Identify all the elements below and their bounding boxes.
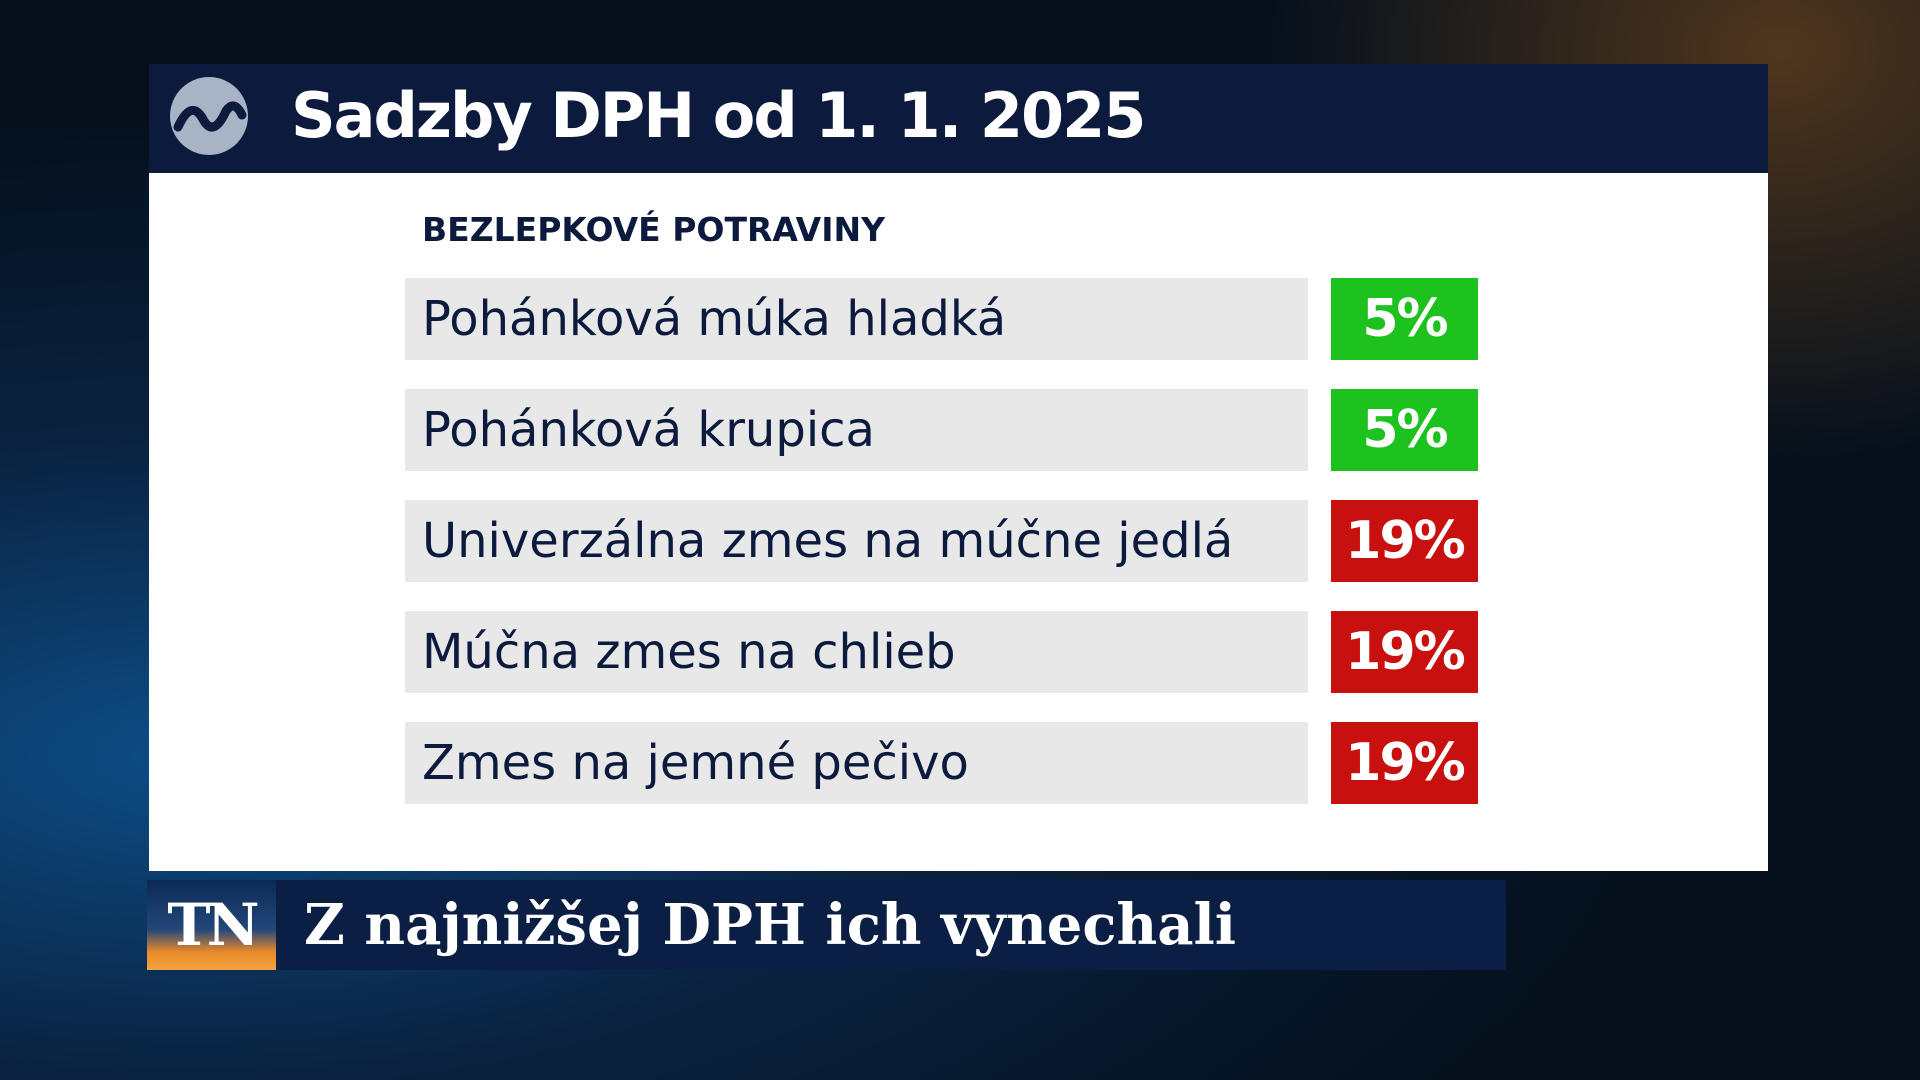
logo	[170, 77, 248, 155]
row-label: Univerzálna zmes na múčne jedlá	[405, 500, 1308, 582]
table-heading: BEZLEPKOVÉ POTRAVINY	[422, 210, 885, 249]
tn-logo: TN	[147, 880, 276, 970]
row-label: Pohánková múka hladká	[405, 278, 1308, 360]
row-label: Pohánková krupica	[405, 389, 1308, 471]
rate-badge: 19%	[1331, 611, 1478, 693]
rate-badge: 5%	[1331, 278, 1478, 360]
header-bar	[149, 64, 1768, 173]
ticker-text: Z najnižšej DPH ich vynechali	[304, 892, 1237, 958]
ticker-bar	[276, 880, 1506, 970]
logo-wave	[173, 101, 247, 132]
row-label: Zmes na jemné pečivo	[405, 722, 1308, 804]
rate-badge: 19%	[1331, 722, 1478, 804]
rate-badge: 19%	[1331, 500, 1478, 582]
title: Sadzby DPH od 1. 1. 2025	[291, 79, 1146, 152]
rate-badge: 5%	[1331, 389, 1478, 471]
row-label: Múčna zmes na chlieb	[405, 611, 1308, 693]
